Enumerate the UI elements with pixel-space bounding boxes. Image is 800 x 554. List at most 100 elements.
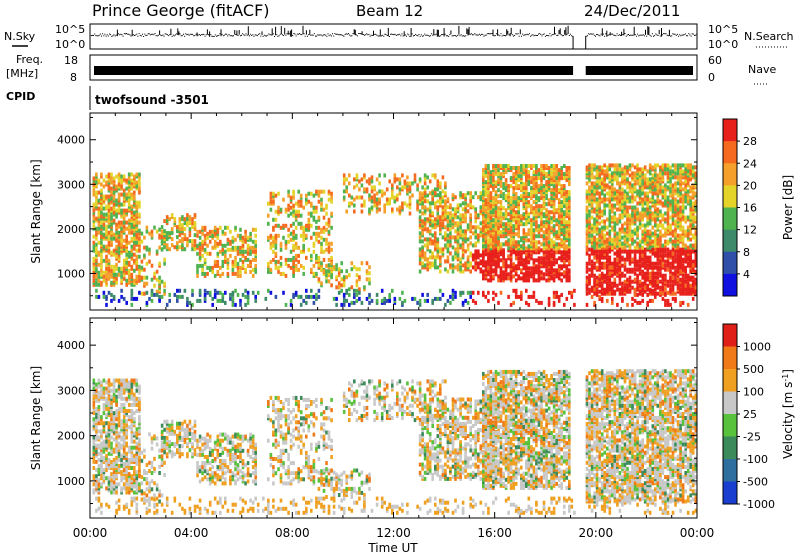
data-cell (527, 202, 531, 207)
data-cell (613, 251, 617, 256)
data-cell (489, 196, 493, 201)
data-cell (342, 283, 346, 288)
data-cell (145, 281, 149, 286)
data-cell (633, 277, 637, 282)
data-cell (317, 277, 321, 282)
data-cell (611, 273, 614, 278)
data-cell (643, 271, 647, 276)
data-cell (370, 205, 374, 210)
data-cell (595, 265, 599, 270)
data-cell (522, 246, 526, 251)
data-cell (636, 181, 639, 186)
data-cell (322, 207, 326, 212)
data-cell (226, 265, 230, 270)
data-cell (643, 181, 647, 186)
nsearch-tick-top: 10^5 (708, 23, 738, 36)
data-cell (585, 223, 589, 228)
data-cell (482, 196, 485, 201)
data-cell (633, 253, 637, 258)
data-cell (499, 258, 503, 263)
data-cell (504, 164, 508, 168)
data-cell (408, 181, 412, 186)
data-cell (616, 177, 619, 182)
data-cell (618, 231, 622, 236)
data-cell (643, 201, 647, 206)
data-cell (107, 248, 111, 253)
data-cell (92, 274, 96, 279)
data-cell (110, 236, 113, 241)
data-cell (226, 241, 230, 246)
data-cell (540, 168, 543, 173)
data-cell (441, 199, 445, 204)
data-cell (449, 239, 452, 244)
data-cell (633, 249, 637, 254)
data-cell (274, 217, 278, 222)
data-cell (593, 273, 596, 278)
data-cell (360, 183, 364, 188)
data-cell (315, 205, 318, 210)
data-cell (310, 223, 313, 228)
data-cell (133, 278, 136, 283)
data-cell (208, 251, 212, 256)
data-cell (226, 247, 230, 252)
data-cell (681, 263, 685, 268)
data-cell (358, 179, 361, 184)
data-cell (454, 229, 457, 234)
data-cell (125, 186, 128, 191)
data-cell (122, 202, 126, 207)
data-cell (439, 269, 442, 274)
data-cell (676, 193, 680, 198)
data-cell (143, 235, 146, 240)
data-cell (633, 195, 637, 200)
data-cell (249, 251, 252, 256)
data-cell (446, 255, 450, 260)
data-cell (178, 245, 182, 250)
data-cell (565, 244, 569, 249)
data-cell (593, 235, 596, 240)
data-cell (426, 267, 429, 272)
data-cell (274, 209, 278, 214)
data-cell (428, 205, 432, 210)
data-cell (507, 218, 510, 223)
data-cell (294, 257, 298, 262)
data-cell (595, 201, 599, 206)
data-cell (335, 277, 338, 282)
data-cell (623, 221, 627, 226)
data-cell (499, 242, 503, 247)
data-cell (292, 259, 295, 264)
data-cell (423, 191, 427, 196)
data-cell (110, 176, 113, 181)
data-cell (176, 241, 179, 246)
data-cell (679, 197, 682, 202)
data-cell (502, 222, 505, 227)
data-cell (348, 201, 351, 206)
data-cell (537, 168, 541, 173)
data-cell (294, 245, 298, 250)
data-cell (613, 261, 617, 266)
data-cell (514, 210, 518, 215)
data-cell (294, 225, 298, 230)
data-cell (631, 191, 634, 196)
data-cell (421, 219, 424, 224)
data-cell (107, 266, 111, 271)
data-cell (595, 279, 599, 284)
data-cell (203, 257, 207, 262)
data-cell (616, 235, 619, 240)
data-cell (459, 269, 462, 274)
data-cell (502, 242, 505, 247)
data-cell (585, 265, 589, 270)
data-cell (636, 279, 639, 284)
data-cell (509, 202, 513, 207)
data-cell (97, 270, 101, 275)
data-cell (676, 163, 680, 168)
data-cell (484, 260, 488, 265)
data-cell (484, 190, 488, 195)
data-cell (330, 261, 333, 266)
data-cell (504, 182, 508, 187)
data-cell (287, 207, 290, 212)
data-cell (408, 205, 412, 210)
data-cell (269, 245, 273, 250)
data-cell (527, 252, 531, 257)
data-cell (671, 209, 675, 214)
nsky-tick-top: 10^5 (55, 23, 85, 36)
